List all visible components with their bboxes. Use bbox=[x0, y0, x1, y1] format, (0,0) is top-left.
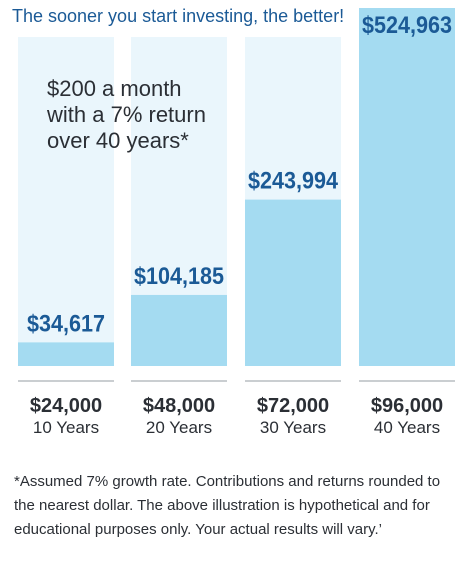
x-tick-label: 30 Years bbox=[260, 418, 326, 437]
x-tick-label: 40 Years bbox=[374, 418, 440, 437]
investment-assumption-callout: $200 a month with a 7% return over 40 ye… bbox=[47, 76, 206, 154]
bar-background bbox=[18, 37, 114, 366]
contribution-label: $24,000 bbox=[30, 395, 102, 417]
bar bbox=[131, 294, 227, 366]
contribution-label: $96,000 bbox=[371, 395, 443, 417]
bar bbox=[245, 199, 341, 366]
data-label: $104,185 bbox=[134, 263, 224, 290]
data-label: $243,994 bbox=[248, 168, 339, 195]
data-label: $524,963 bbox=[362, 12, 452, 39]
callout-line: with a 7% return bbox=[47, 102, 206, 127]
x-tick-label: 20 Years bbox=[146, 418, 212, 437]
contribution-label: $72,000 bbox=[257, 395, 329, 417]
contribution-label: $48,000 bbox=[143, 395, 215, 417]
callout-line: $200 a month bbox=[47, 76, 182, 101]
chart-title: The sooner you start investing, the bett… bbox=[12, 6, 345, 26]
disclaimer-footnote: *Assumed 7% growth rate. Contributions a… bbox=[14, 473, 441, 538]
data-label: $34,617 bbox=[27, 310, 105, 337]
bar bbox=[359, 8, 455, 366]
callout-line: over 40 years* bbox=[47, 128, 189, 153]
x-tick-label: 10 Years bbox=[33, 418, 99, 437]
bar bbox=[18, 342, 114, 366]
